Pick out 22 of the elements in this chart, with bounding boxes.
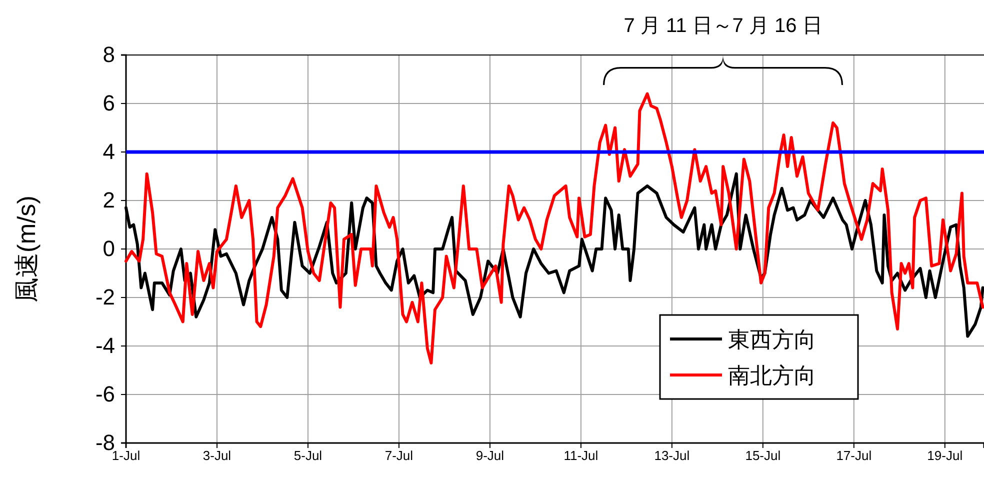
y-tick-label: 6 <box>102 90 115 116</box>
x-tick-label: 3-Jul <box>202 448 232 464</box>
text: 7 月 11 日～7 月 16 日 <box>624 15 822 37</box>
legend-label: 南北方向 <box>728 363 816 388</box>
x-tick-label: 13-Jul <box>654 448 690 464</box>
y-tick-label: 4 <box>102 139 115 164</box>
y-tick-label: 0 <box>102 236 115 262</box>
x-tick-label: 17-Jul <box>836 448 872 464</box>
y-tick-label: -6 <box>95 382 115 407</box>
y-tick-label: 8 <box>102 42 115 68</box>
x-tick-label: 1-Jul <box>112 448 140 464</box>
y-axis-title: 風速(m/s) <box>13 196 41 302</box>
y-tick-label: 2 <box>102 188 115 213</box>
x-tick-label: 7-Jul <box>384 448 414 464</box>
x-tick-label: 19-Jul <box>927 448 963 464</box>
legend-label: 東西方向 <box>728 327 816 352</box>
y-tick-label: -2 <box>95 284 115 310</box>
x-tick-label: 11-Jul <box>564 448 598 464</box>
x-tick-label: 5-Jul <box>294 448 322 464</box>
x-tick-label: 9-Jul <box>476 448 504 464</box>
x-tick-label: 15-Jul <box>745 448 781 464</box>
y-tick-label: -4 <box>95 333 115 358</box>
